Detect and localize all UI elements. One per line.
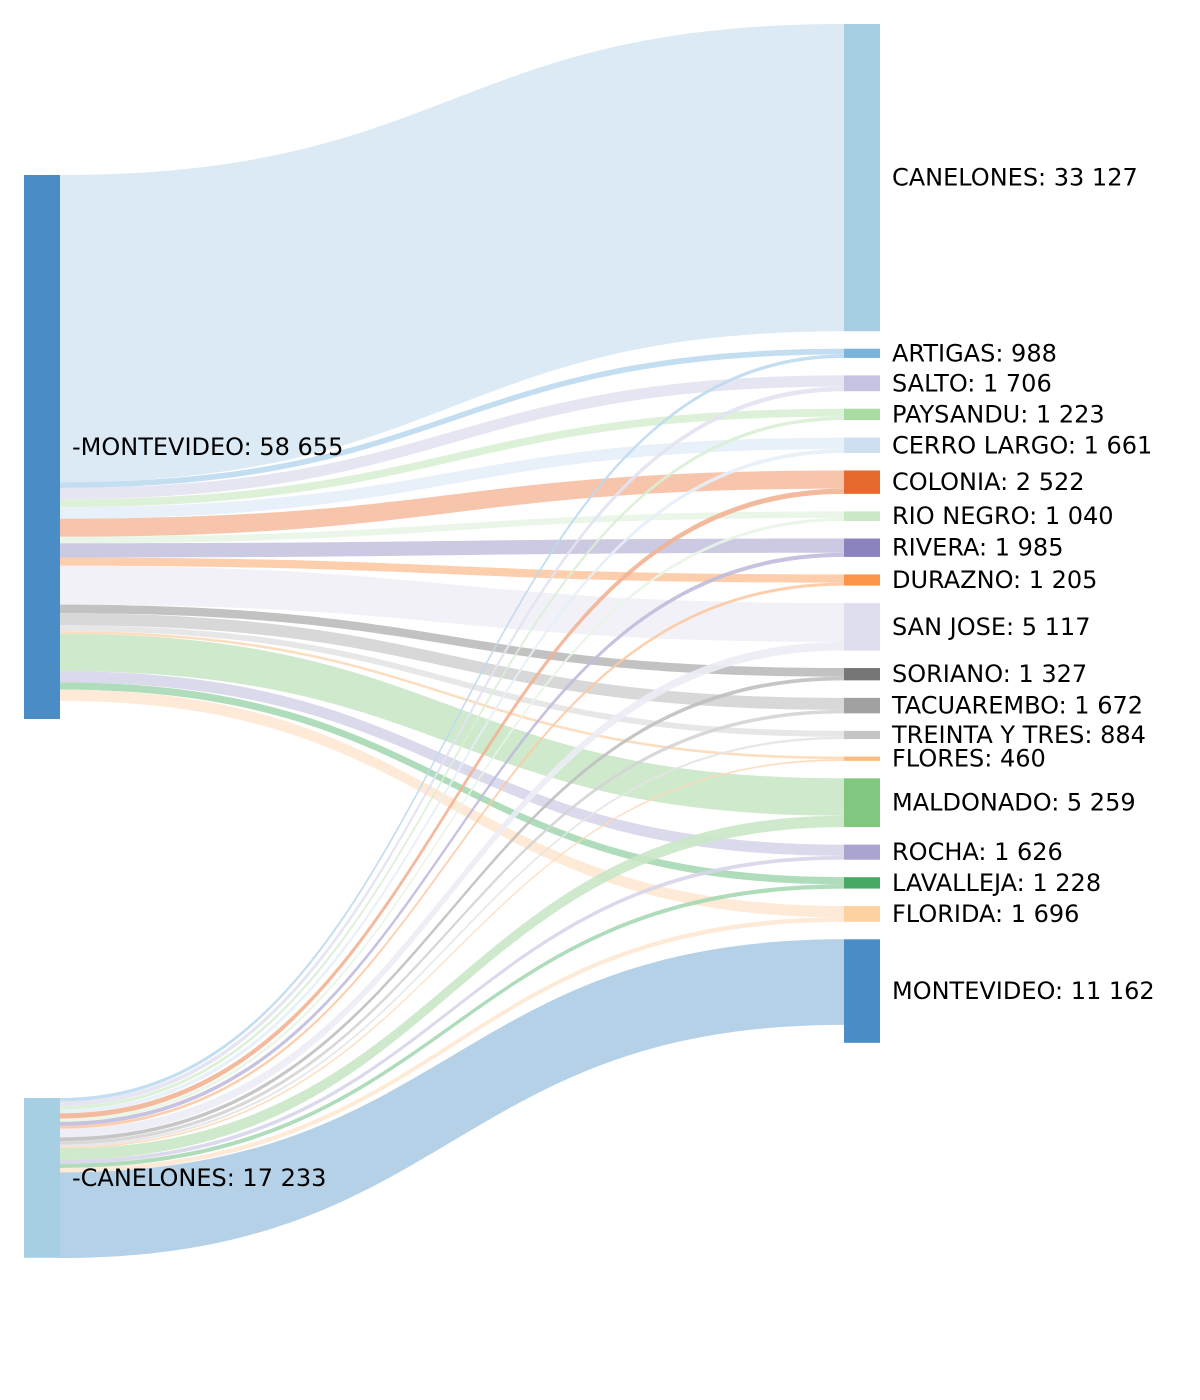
link-canelones-src-to-tacuarembo [60, 709, 844, 1145]
target-node-colonia [844, 470, 880, 494]
target-node-maldonado [844, 778, 880, 828]
link-canelones-src-to-artigas [60, 354, 844, 1102]
target-label-maldonado: MALDONADO: 5 259 [892, 789, 1136, 817]
link-montevideo-src-to-cerro-largo [60, 437, 844, 519]
target-node-salto [844, 375, 880, 392]
target-label-tacuarembo: TACUAREMBO: 1 672 [891, 692, 1143, 720]
link-canelones-src-to-lavalleja [60, 884, 844, 1168]
target-label-durazno: DURAZNO: 1 205 [892, 566, 1097, 594]
link-canelones-src-to-flores [60, 759, 844, 1149]
target-node-durazno [844, 574, 880, 586]
link-montevideo-src-to-tacuarembo [60, 613, 844, 710]
link-canelones-src-to-colonia [60, 488, 844, 1119]
link-canelones-src-to-treinta-y-tres [60, 736, 844, 1147]
link-canelones-src-to-san-jose [60, 641, 844, 1138]
link-montevideo-src-to-colonia [60, 470, 844, 537]
link-canelones-src-to-soriano [60, 676, 844, 1142]
target-label-flores: FLORES: 460 [892, 745, 1046, 773]
link-canelones-src-to-durazno [60, 582, 844, 1129]
link-canelones-src-to-rocha [60, 855, 844, 1164]
target-label-san-jose: SAN JOSE: 5 117 [892, 613, 1090, 641]
target-node-florida [844, 906, 880, 922]
link-montevideo-src-to-san-jose [60, 565, 844, 642]
link-canelones-src-to-rivera [60, 552, 844, 1126]
link-canelones-src-to-cerro-largo [60, 449, 844, 1114]
link-montevideo-src-to-flores [60, 631, 844, 760]
target-label-cerro-largo: CERRO LARGO: 1 661 [892, 431, 1152, 459]
link-canelones-src-to-rio-negro [60, 517, 844, 1122]
link-canelones-src-to-montevideo [60, 939, 844, 1259]
link-montevideo-src-to-treinta-y-tres [60, 625, 844, 737]
target-node-treinta-y-tres [844, 730, 880, 740]
link-montevideo-src-to-soriano [60, 604, 844, 677]
link-montevideo-src-to-salto [60, 375, 844, 500]
target-node-rivera [844, 538, 880, 557]
sankey-nodes [24, 24, 880, 1258]
target-node-tacuarembo [844, 697, 880, 714]
link-montevideo-src-to-lavalleja [60, 682, 844, 885]
source-label-canelones-src: -CANELONES: 17 233 [72, 1164, 326, 1192]
link-montevideo-src-to-maldonado [60, 633, 844, 816]
link-montevideo-src-to-paysandu [60, 408, 844, 508]
target-node-cerro-largo [844, 437, 880, 453]
target-label-canelones: CANELONES: 33 127 [892, 164, 1138, 192]
link-montevideo-src-to-durazno [60, 557, 844, 583]
source-label-montevideo-src: -MONTEVIDEO: 58 655 [72, 433, 343, 461]
link-canelones-src-to-florida [60, 917, 844, 1173]
target-node-san-jose [844, 603, 880, 651]
target-label-rio-negro: RIO NEGRO: 1 040 [892, 502, 1114, 530]
target-node-paysandu [844, 408, 880, 421]
target-node-soriano [844, 668, 880, 681]
target-label-florida: FLORIDA: 1 696 [892, 900, 1079, 928]
link-montevideo-src-to-rivera [60, 538, 844, 558]
target-label-salto: SALTO: 1 706 [892, 369, 1052, 397]
target-label-colonia: COLONIA: 2 522 [892, 468, 1085, 496]
target-node-montevideo [844, 939, 880, 1043]
source-node-montevideo-src [24, 175, 60, 719]
target-label-artigas: ARTIGAS: 988 [892, 339, 1057, 367]
target-label-treinta-y-tres: TREINTA Y TRES: 884 [891, 721, 1146, 749]
sankey-labels: -MONTEVIDEO: 58 655 -CANELONES: 17 233 CAN… [72, 164, 1155, 1192]
link-canelones-src-to-maldonado [60, 815, 844, 1160]
target-node-rocha [844, 844, 880, 860]
sankey-links [60, 24, 844, 1259]
link-canelones-src-to-salto [60, 386, 844, 1107]
target-node-canelones [844, 24, 880, 332]
target-label-rivera: RIVERA: 1 985 [892, 534, 1063, 562]
target-label-soriano: SORIANO: 1 327 [892, 660, 1087, 688]
link-montevideo-src-to-artigas [60, 348, 844, 488]
target-node-artigas [844, 348, 880, 358]
link-montevideo-src-to-canelones [60, 24, 844, 483]
target-node-lavalleja [844, 877, 880, 889]
target-node-flores [844, 756, 880, 761]
source-node-canelones-src [24, 1098, 60, 1258]
target-label-lavalleja: LAVALLEJA: 1 228 [892, 869, 1101, 897]
target-label-montevideo: MONTEVIDEO: 11 162 [892, 977, 1155, 1005]
target-label-rocha: ROCHA: 1 626 [892, 838, 1063, 866]
link-canelones-src-to-paysandu [60, 416, 844, 1110]
target-node-rio-negro [844, 511, 880, 522]
target-label-paysandu: PAYSANDU: 1 223 [892, 400, 1105, 428]
